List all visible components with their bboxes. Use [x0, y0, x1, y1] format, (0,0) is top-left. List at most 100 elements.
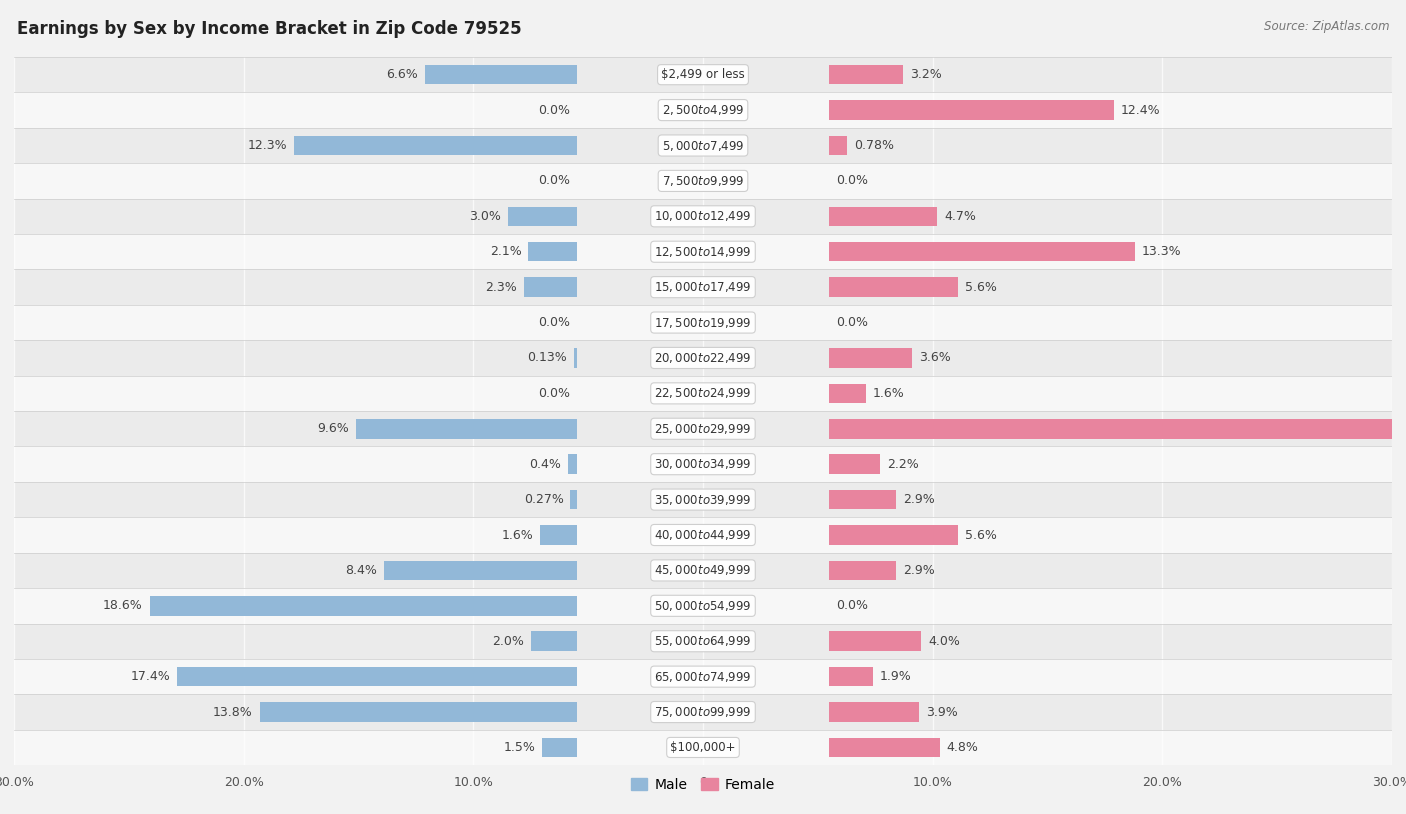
Text: 2.1%: 2.1% — [489, 245, 522, 258]
Text: 1.6%: 1.6% — [873, 387, 904, 400]
Bar — [356, 419, 576, 439]
Text: $75,000 to $99,999: $75,000 to $99,999 — [654, 705, 752, 719]
Bar — [540, 525, 576, 545]
Text: 0.0%: 0.0% — [538, 387, 569, 400]
Text: 4.8%: 4.8% — [946, 741, 979, 754]
Bar — [830, 100, 1114, 120]
Bar — [14, 482, 1392, 518]
Bar — [14, 375, 1392, 411]
Bar — [14, 163, 1392, 199]
Bar — [14, 446, 1392, 482]
Text: 8.4%: 8.4% — [344, 564, 377, 577]
Text: 0.27%: 0.27% — [523, 493, 564, 506]
Text: $25,000 to $29,999: $25,000 to $29,999 — [654, 422, 752, 435]
Text: 0.13%: 0.13% — [527, 352, 567, 365]
Bar — [508, 207, 576, 226]
Bar — [14, 624, 1392, 659]
Bar — [568, 454, 576, 474]
Text: $22,500 to $24,999: $22,500 to $24,999 — [654, 387, 752, 400]
Bar — [14, 269, 1392, 304]
Bar — [830, 242, 1135, 261]
Bar — [14, 411, 1392, 446]
Text: 0.0%: 0.0% — [538, 103, 569, 116]
Text: 13.8%: 13.8% — [214, 706, 253, 719]
Bar — [524, 278, 576, 297]
Text: $5,000 to $7,499: $5,000 to $7,499 — [662, 138, 744, 152]
Text: $100,000+: $100,000+ — [671, 741, 735, 754]
Text: $40,000 to $44,999: $40,000 to $44,999 — [654, 528, 752, 542]
Text: 3.0%: 3.0% — [470, 210, 501, 223]
Text: $2,499 or less: $2,499 or less — [661, 68, 745, 81]
Bar — [830, 278, 957, 297]
Text: $65,000 to $74,999: $65,000 to $74,999 — [654, 670, 752, 684]
Bar — [384, 561, 576, 580]
Bar — [531, 632, 576, 651]
Text: $15,000 to $17,499: $15,000 to $17,499 — [654, 280, 752, 294]
Bar — [830, 348, 912, 368]
Bar — [425, 65, 576, 85]
Bar — [830, 525, 957, 545]
Bar — [260, 702, 576, 722]
Text: 3.2%: 3.2% — [910, 68, 942, 81]
Bar — [177, 667, 576, 686]
Text: 3.9%: 3.9% — [925, 706, 957, 719]
Text: 17.4%: 17.4% — [131, 670, 170, 683]
Text: 1.9%: 1.9% — [880, 670, 911, 683]
Bar — [14, 92, 1392, 128]
Text: 1.5%: 1.5% — [503, 741, 536, 754]
Bar — [830, 561, 896, 580]
Text: $45,000 to $49,999: $45,000 to $49,999 — [654, 563, 752, 577]
Text: 0.0%: 0.0% — [837, 316, 868, 329]
Text: 4.7%: 4.7% — [945, 210, 976, 223]
Text: 2.9%: 2.9% — [903, 493, 935, 506]
Bar — [14, 304, 1392, 340]
Text: 2.3%: 2.3% — [485, 281, 517, 294]
Text: 9.6%: 9.6% — [318, 422, 349, 435]
Text: 0.4%: 0.4% — [529, 457, 561, 470]
Text: $10,000 to $12,499: $10,000 to $12,499 — [654, 209, 752, 223]
Bar — [571, 490, 576, 510]
Bar — [14, 659, 1392, 694]
Text: 12.4%: 12.4% — [1121, 103, 1160, 116]
Bar — [543, 737, 576, 757]
Text: $30,000 to $34,999: $30,000 to $34,999 — [654, 457, 752, 471]
Text: 4.0%: 4.0% — [928, 635, 960, 648]
Text: $12,500 to $14,999: $12,500 to $14,999 — [654, 245, 752, 259]
Text: 5.6%: 5.6% — [965, 528, 997, 541]
Text: 12.3%: 12.3% — [247, 139, 287, 152]
Text: 0.0%: 0.0% — [538, 174, 569, 187]
Text: 18.6%: 18.6% — [103, 599, 142, 612]
Bar — [14, 518, 1392, 553]
Text: 0.0%: 0.0% — [837, 174, 868, 187]
Bar — [294, 136, 576, 155]
Text: 1.6%: 1.6% — [502, 528, 533, 541]
Text: Earnings by Sex by Income Bracket in Zip Code 79525: Earnings by Sex by Income Bracket in Zip… — [17, 20, 522, 38]
Bar — [14, 340, 1392, 375]
Text: Source: ZipAtlas.com: Source: ZipAtlas.com — [1264, 20, 1389, 33]
Bar — [830, 632, 921, 651]
Text: $2,500 to $4,999: $2,500 to $4,999 — [662, 103, 744, 117]
Text: 6.6%: 6.6% — [387, 68, 418, 81]
Bar — [14, 128, 1392, 163]
Text: 0.0%: 0.0% — [837, 599, 868, 612]
Bar — [830, 454, 880, 474]
Text: 0.0%: 0.0% — [538, 316, 569, 329]
Bar — [830, 136, 848, 155]
Text: $35,000 to $39,999: $35,000 to $39,999 — [654, 492, 752, 506]
Text: $55,000 to $64,999: $55,000 to $64,999 — [654, 634, 752, 648]
Text: 13.3%: 13.3% — [1142, 245, 1181, 258]
Text: $20,000 to $22,499: $20,000 to $22,499 — [654, 351, 752, 365]
Text: 2.9%: 2.9% — [903, 564, 935, 577]
Bar — [830, 737, 939, 757]
Text: 2.0%: 2.0% — [492, 635, 524, 648]
Text: 5.6%: 5.6% — [965, 281, 997, 294]
Text: 3.6%: 3.6% — [920, 352, 950, 365]
Bar — [830, 207, 938, 226]
Text: 2.2%: 2.2% — [887, 457, 918, 470]
Bar — [14, 588, 1392, 624]
Legend: Male, Female: Male, Female — [626, 772, 780, 797]
Bar — [14, 57, 1392, 92]
Bar — [529, 242, 576, 261]
Bar — [14, 553, 1392, 588]
Text: $7,500 to $9,999: $7,500 to $9,999 — [662, 174, 744, 188]
